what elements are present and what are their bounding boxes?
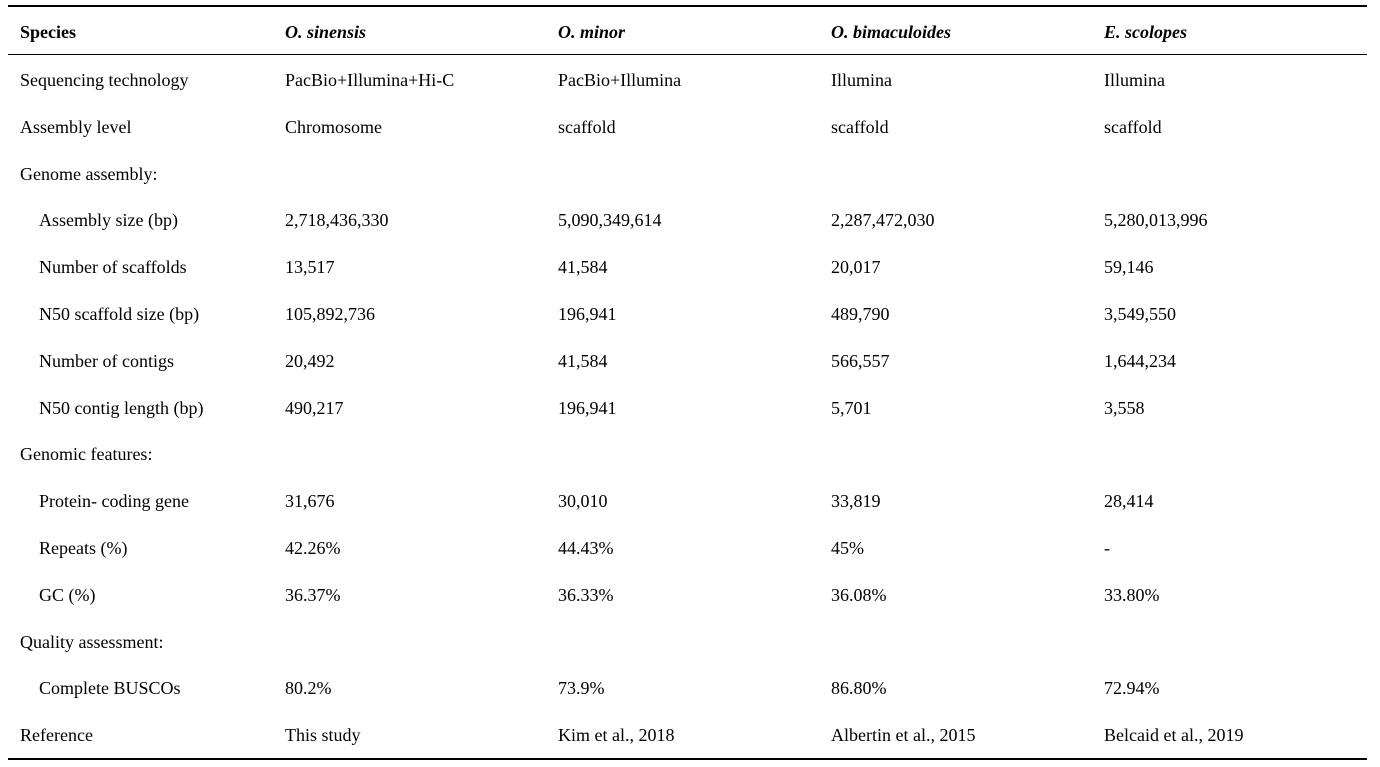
- header-cell: Species: [20, 22, 76, 42]
- cell: 86.80%: [831, 678, 887, 699]
- cell: 566,557: [831, 350, 890, 371]
- cell: PacBio+Illumina+Hi-C: [285, 70, 455, 90]
- cell: 36.33%: [558, 584, 614, 605]
- cell: 31,676: [285, 491, 335, 512]
- cell: PacBio+Illumina: [558, 70, 682, 90]
- cell: 13,517: [285, 257, 335, 278]
- row-label: Protein- coding gene: [39, 491, 189, 512]
- row-label: GC (%): [39, 584, 96, 605]
- cell: -: [1104, 538, 1110, 558]
- cell: 30,010: [558, 491, 608, 512]
- bottom-rule: [8, 758, 1367, 760]
- row-label: N50 contig length (bp): [39, 397, 204, 418]
- cell: 3,549,550: [1104, 304, 1176, 324]
- cell: 73.9%: [558, 678, 605, 699]
- cell: 41,584: [558, 350, 608, 371]
- cell: 44.43%: [558, 538, 614, 558]
- row-label: Assembly level: [20, 116, 132, 137]
- section-label: Genomic features:: [20, 444, 153, 465]
- row-label: Complete BUSCOs: [39, 678, 181, 699]
- cell: 42.26%: [285, 538, 341, 558]
- cell: 28,414: [1104, 491, 1154, 512]
- cell: 45%: [831, 538, 864, 558]
- section-label: Quality assessment:: [20, 631, 164, 652]
- row-label: Number of scaffolds: [39, 257, 187, 278]
- cell: This study: [285, 725, 361, 746]
- cell: Belcaid et al., 2019: [1104, 725, 1244, 746]
- cell: 2,287,472,030: [831, 210, 935, 231]
- cell: 196,941: [558, 397, 617, 418]
- cell: 72.94%: [1104, 678, 1160, 699]
- cell: scaffold: [1104, 116, 1162, 137]
- cell: Illumina: [831, 70, 892, 90]
- header-cell: O. bimaculoides: [831, 22, 951, 42]
- row-label: Number of contigs: [39, 350, 174, 371]
- cell: 20,492: [285, 350, 335, 371]
- cell: 1,644,234: [1104, 350, 1176, 371]
- cell: 41,584: [558, 257, 608, 278]
- row-label: Sequencing technology: [20, 70, 189, 90]
- cell: 2,718,436,330: [285, 210, 389, 231]
- cell: Illumina: [1104, 70, 1165, 90]
- header-cell: E. scolopes: [1104, 22, 1187, 42]
- header-cell: O. sinensis: [285, 22, 367, 42]
- cell: 33.80%: [1104, 584, 1160, 605]
- cell: 59,146: [1104, 257, 1154, 278]
- cell: 105,892,736: [285, 304, 375, 324]
- cell: 36.08%: [831, 584, 887, 605]
- cell: 20,017: [831, 257, 881, 278]
- cell: Chromosome: [285, 116, 382, 137]
- cell: 489,790: [831, 304, 890, 324]
- cell: Albertin et al., 2015: [831, 725, 976, 746]
- cell: 33,819: [831, 491, 881, 512]
- cell: 3,558: [1104, 397, 1145, 418]
- cell: 196,941: [558, 304, 617, 324]
- cell: 36.37%: [285, 584, 341, 605]
- header-rule: [8, 54, 1367, 55]
- cell: scaffold: [558, 116, 616, 137]
- cell: 5,701: [831, 397, 872, 418]
- row-label: N50 scaffold size (bp): [39, 304, 200, 324]
- cell: 80.2%: [285, 678, 332, 699]
- row-label: Reference: [20, 725, 93, 746]
- cell: 490,217: [285, 397, 344, 418]
- row-label: Repeats (%): [39, 538, 128, 558]
- header-cell: O. minor: [558, 22, 626, 42]
- cell: scaffold: [831, 116, 889, 137]
- cell: 5,090,349,614: [558, 210, 662, 231]
- row-label: Assembly size (bp): [39, 210, 178, 231]
- cell: Kim et al., 2018: [558, 725, 675, 746]
- cell: 5,280,013,996: [1104, 210, 1208, 231]
- section-label: Genome assembly:: [20, 163, 158, 184]
- top-rule: [8, 5, 1367, 7]
